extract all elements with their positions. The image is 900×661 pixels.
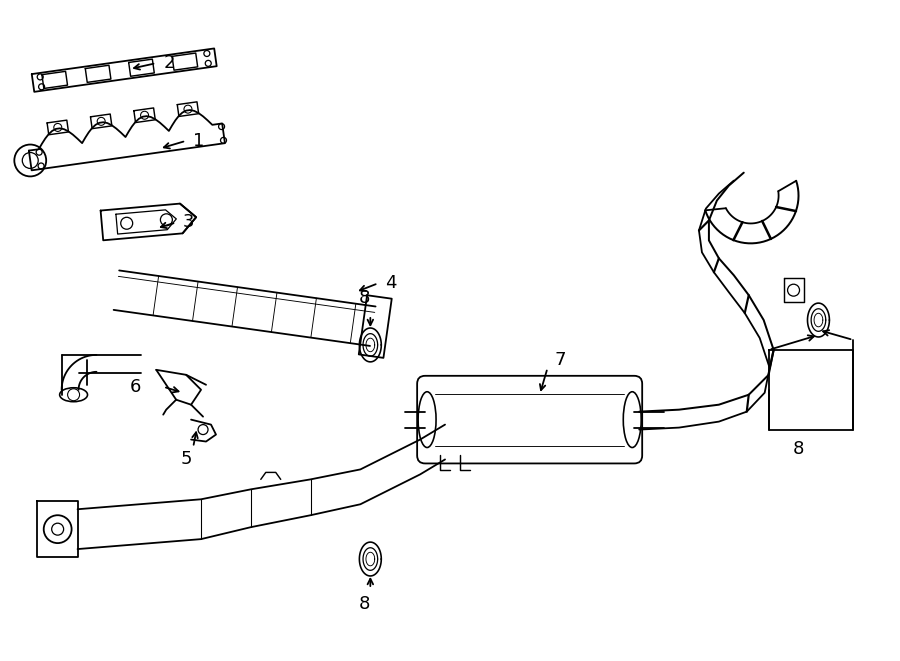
Text: 5: 5 bbox=[180, 450, 192, 469]
Text: 8: 8 bbox=[793, 440, 805, 459]
Text: 8: 8 bbox=[359, 595, 370, 613]
Text: 4: 4 bbox=[385, 274, 397, 292]
Text: 1: 1 bbox=[194, 132, 204, 150]
Text: 8: 8 bbox=[359, 289, 370, 307]
Text: 3: 3 bbox=[183, 214, 194, 231]
Text: 7: 7 bbox=[554, 351, 566, 369]
Text: 6: 6 bbox=[130, 378, 141, 396]
Text: 2: 2 bbox=[163, 54, 175, 72]
